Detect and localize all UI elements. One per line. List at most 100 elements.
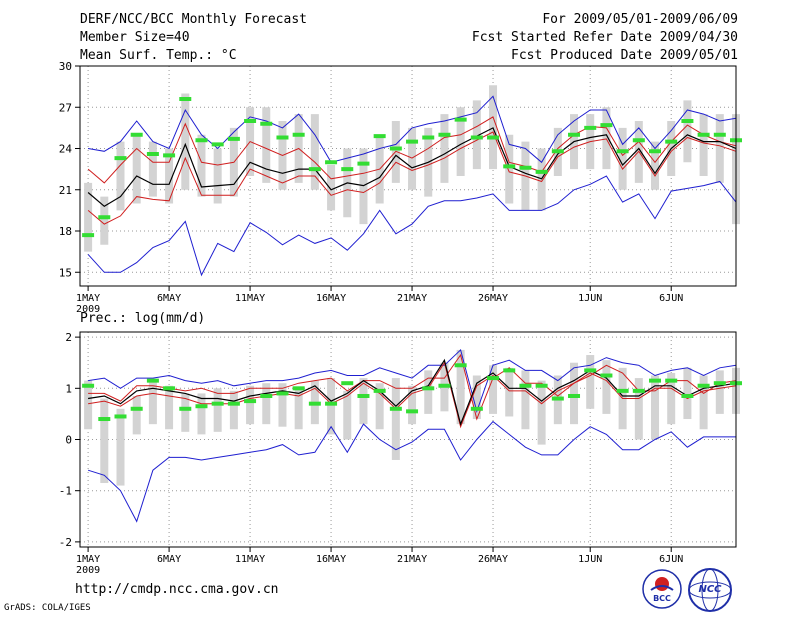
observed-marker [276, 135, 289, 140]
spread-box [408, 385, 417, 425]
chart-title: DERF/NCC/BCC Monthly Forecast [80, 12, 307, 27]
observed-marker [163, 153, 176, 158]
spread-box [651, 141, 660, 190]
spread-box [197, 134, 206, 197]
ncc-logo-text: NCC [698, 584, 722, 595]
observed-marker [179, 406, 192, 411]
observed-marker [487, 376, 500, 381]
spread-box [456, 107, 465, 176]
spread-box [343, 390, 352, 440]
observed-marker [357, 393, 370, 398]
spread-box [116, 141, 125, 211]
observed-marker [114, 414, 127, 419]
y-tick-label: 21 [59, 184, 72, 197]
observed-marker [665, 378, 678, 383]
min-series-line [87, 420, 736, 523]
observed-marker [389, 146, 402, 151]
observed-marker [211, 401, 224, 406]
observed-marker [357, 161, 370, 166]
bcc-logo: BCC [641, 568, 683, 610]
x-tick-label: 1MAY [76, 554, 100, 565]
spread-box [537, 380, 546, 445]
y-tick-label: -1 [59, 485, 72, 498]
spread-box [148, 380, 157, 425]
spread-box [715, 370, 724, 414]
observed-marker [195, 404, 208, 409]
observed-marker [503, 164, 516, 169]
spread-box [634, 378, 643, 440]
x-tick-label: 16MAY [316, 554, 346, 565]
x-tick-label: 1JUN [578, 554, 602, 565]
observed-marker [406, 409, 419, 414]
observed-marker [665, 139, 678, 144]
observed-marker [406, 139, 419, 144]
observed-marker [649, 149, 662, 154]
spread-box [132, 134, 141, 204]
spread-box [408, 127, 417, 190]
spread-box [521, 370, 530, 430]
spread-box [683, 100, 692, 163]
lower-series-line [87, 131, 737, 225]
spread-box [213, 388, 222, 432]
observed-marker [244, 119, 257, 123]
spread-box [602, 360, 611, 414]
x-year-label: 2009 [76, 565, 100, 576]
started-date: Fcst Started Refer Date 2009/04/30 [471, 30, 738, 45]
observed-marker [227, 401, 240, 406]
x-tick-label: 1JUN [578, 293, 602, 304]
y-tick-label: 0 [65, 434, 72, 447]
spread-box [440, 114, 449, 183]
observed-marker [195, 138, 208, 143]
x-tick-label: 21MAY [397, 554, 427, 565]
observed-marker [163, 386, 176, 391]
spread-box [570, 362, 579, 425]
x-tick-label: 6MAY [157, 554, 181, 565]
observed-marker [632, 388, 645, 393]
observed-marker [373, 134, 386, 139]
max-series-line [88, 95, 737, 164]
spread-box [181, 93, 190, 190]
lower-series-line [88, 361, 737, 429]
x-tick-label: 1MAY [76, 293, 100, 304]
spread-box [489, 365, 498, 414]
observed-marker [114, 156, 127, 161]
bcc-logo-text: BCC [653, 594, 671, 603]
y-tick-label: 18 [59, 225, 72, 238]
observed-marker [98, 417, 111, 422]
observed-marker [470, 406, 483, 411]
spread-box [359, 148, 368, 225]
y-tick-label: 24 [59, 143, 73, 156]
x-tick-label: 21MAY [397, 293, 427, 304]
spread-box [310, 114, 319, 190]
spread-box [100, 196, 109, 245]
spread-box [359, 378, 368, 425]
spread-box [213, 148, 222, 204]
upper-series-line [88, 353, 737, 421]
observed-marker [681, 393, 694, 398]
observed-marker [341, 167, 354, 172]
plot-frame [79, 65, 737, 287]
spread-box [602, 107, 611, 170]
y-tick-label: 30 [59, 60, 72, 73]
y-tick-label: 1 [65, 382, 72, 395]
observed-marker [146, 378, 159, 383]
spread-box [618, 127, 627, 190]
observed-marker [584, 125, 597, 130]
spread-box [586, 355, 595, 409]
observed-marker [130, 406, 143, 411]
observed-marker [179, 97, 192, 101]
spread-box [165, 385, 174, 430]
observed-marker [227, 136, 240, 141]
y-tick-label: 2 [65, 331, 72, 344]
y-tick-label: 27 [59, 101, 72, 114]
mean-series-line [88, 358, 737, 427]
observed-marker [584, 368, 597, 373]
source-url[interactable]: http://cmdp.ncc.cma.gov.cn [75, 582, 279, 597]
forecast-period: For 2009/05/01-2009/06/09 [542, 12, 738, 27]
observed-marker [325, 160, 338, 165]
spread-box [489, 85, 498, 170]
spread-box [132, 395, 141, 435]
observed-marker [697, 383, 710, 388]
spread-box [375, 383, 384, 430]
spread-box [84, 182, 93, 252]
